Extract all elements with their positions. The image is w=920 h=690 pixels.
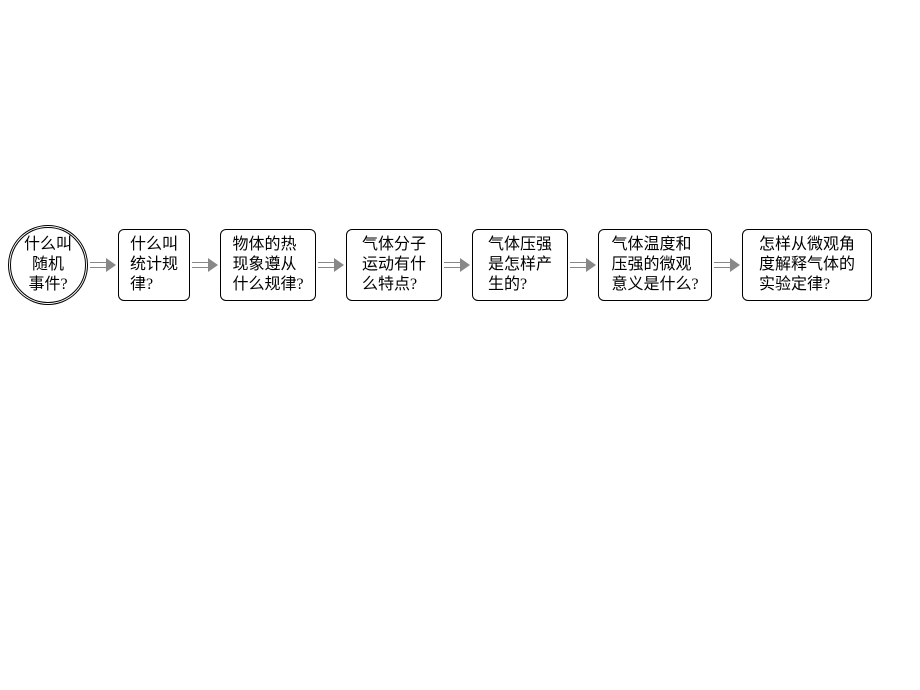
flowchart-node: 什么叫 随机 事件?: [8, 225, 88, 305]
arrow-shaft: [570, 262, 587, 268]
flowchart-node: 什么叫 统计规 律?: [118, 229, 190, 301]
arrow-shaft: [444, 262, 461, 268]
flowchart-arrow: [90, 258, 116, 272]
flowchart-node: 气体温度和 压强的微观 意义是什么?: [598, 229, 712, 301]
flowchart-node: 气体分子 运动有什 么特点?: [346, 229, 442, 301]
flowchart-node: 气体压强 是怎样产 生的?: [472, 229, 568, 301]
flowchart-arrow: [444, 258, 470, 272]
node-label: 物体的热 现象遵从 什么规律?: [232, 235, 303, 295]
flowchart-arrow: [570, 258, 596, 272]
arrow-shaft: [192, 262, 209, 268]
arrow-shaft: [90, 262, 107, 268]
flowchart-arrow: [318, 258, 344, 272]
flowchart-arrow: [192, 258, 218, 272]
arrow-head-icon: [730, 258, 740, 272]
flowchart-canvas: 什么叫 随机 事件? 什么叫 统计规 律? 物体的热 现象遵从 什么规律? 气体分子 …: [0, 0, 920, 690]
node-label: 气体压强 是怎样产 生的?: [488, 235, 552, 295]
arrow-head-icon: [208, 258, 218, 272]
flowchart-arrow: [714, 258, 740, 272]
node-label: 什么叫 随机 事件?: [24, 235, 72, 295]
arrow-head-icon: [586, 258, 596, 272]
flowchart-node: 怎样从微观角 度解释气体的 实验定律?: [742, 229, 872, 301]
arrow-head-icon: [460, 258, 470, 272]
arrow-head-icon: [106, 258, 116, 272]
arrow-shaft: [714, 262, 731, 268]
node-label: 气体分子 运动有什 么特点?: [362, 235, 426, 295]
node-label: 什么叫 统计规 律?: [130, 235, 178, 295]
flowchart-node: 物体的热 现象遵从 什么规律?: [220, 229, 316, 301]
arrow-head-icon: [334, 258, 344, 272]
node-label: 怎样从微观角 度解释气体的 实验定律?: [759, 235, 855, 295]
arrow-shaft: [318, 262, 335, 268]
node-label: 气体温度和 压强的微观 意义是什么?: [611, 235, 698, 295]
